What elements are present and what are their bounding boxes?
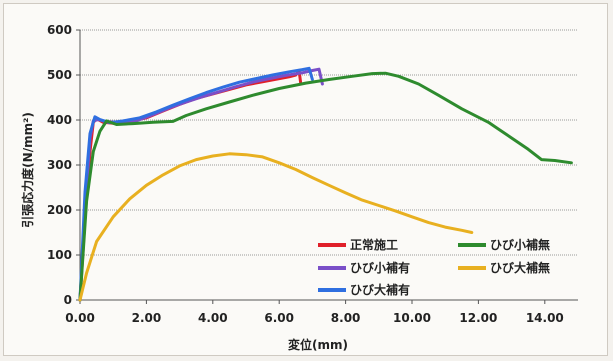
y-tick-label: 400 [47, 113, 72, 127]
chart-frame [3, 3, 608, 356]
x-tick-label: 6.00 [264, 311, 294, 325]
series-line-4 [78, 71, 573, 302]
y-tick-label: 500 [47, 68, 72, 82]
series-line-5 [78, 152, 474, 302]
x-tick-labels: 0.00 2.00 4.00 6.00 8.00 10.00 12.00 14.00 [65, 300, 564, 325]
series-line-3 [78, 66, 314, 302]
x-tick-label: 10.00 [393, 311, 431, 325]
legend-label: ひび小補無 [490, 237, 550, 252]
x-tick-label: 8.00 [331, 311, 361, 325]
y-tick-label: 300 [47, 158, 72, 172]
x-tick-label: 4.00 [198, 311, 228, 325]
x-tick-label: 14.00 [526, 311, 564, 325]
y-tick-labels: 0 100 200 300 400 500 600 [47, 23, 80, 307]
y-tick-label: 200 [47, 203, 72, 217]
gridlines [80, 29, 578, 256]
x-tick-label: 12.00 [459, 311, 497, 325]
x-axis-title: 変位(mm) [288, 337, 348, 352]
legend-label: ひび大補無 [490, 260, 550, 275]
y-tick-label: 100 [47, 248, 72, 262]
series-lines [78, 66, 573, 302]
series-line-1 [78, 69, 303, 302]
legend-label: ひび大補有 [350, 282, 410, 297]
x-tick-label: 2.00 [132, 311, 162, 325]
legend-label: ひび小補有 [350, 260, 410, 275]
x-tick-label: 0.00 [65, 311, 95, 325]
y-axis-title: 引張応力度(N/mm²) [20, 112, 35, 228]
y-tick-label: 0 [64, 293, 72, 307]
legend-label: 正常施工 [350, 237, 398, 252]
series-line-2 [78, 67, 324, 302]
y-tick-label: 600 [47, 23, 72, 37]
